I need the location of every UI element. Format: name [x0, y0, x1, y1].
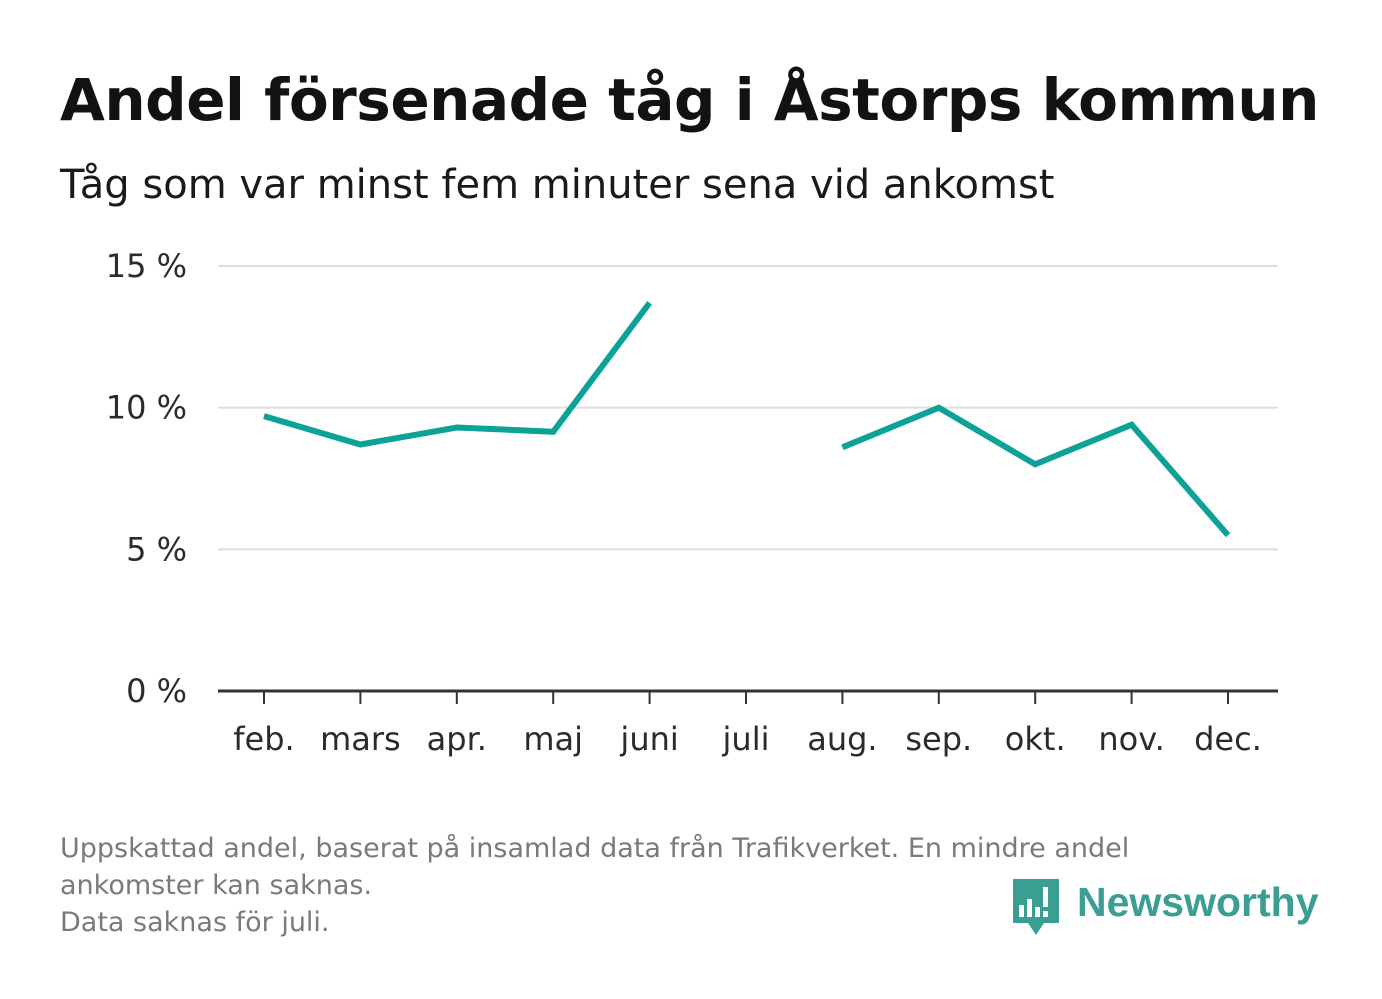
x-tick-label: sep. [905, 720, 972, 758]
bar-chart-speech-bubble-icon [1013, 879, 1059, 935]
brand-name: Newsworthy [1077, 879, 1319, 925]
series-line [841, 404, 1231, 538]
x-tick-label: dec. [1194, 720, 1262, 758]
x-tick-label: aug. [807, 720, 877, 758]
x-tick-label: nov. [1098, 720, 1164, 758]
footnote-line: ankomster kan saknas. [60, 870, 373, 901]
brand-logo: Newsworthy [1011, 877, 1319, 939]
chart-subtitle: Tåg som var minst fem minuter sena vid a… [60, 162, 1055, 208]
x-tick-label: mars [320, 720, 401, 758]
y-tick-label: 0 % [126, 672, 187, 710]
chart-title: Andel försenade tåg i Åstorps kommun [60, 66, 1319, 134]
footnote-line: Uppskattad andel, baserat på insamlad da… [60, 833, 1130, 864]
x-tick-label: apr. [427, 720, 487, 758]
x-tick-label: feb. [233, 720, 294, 758]
y-tick-label: 5 % [126, 530, 187, 568]
x-tick-label: juni [619, 720, 678, 758]
footnote: Uppskattad andel, baserat på insamlad da… [60, 830, 1320, 941]
series-line [263, 301, 653, 448]
x-tick-label: maj [523, 720, 583, 758]
y-tick-label: 10 % [106, 389, 187, 427]
x-tick-label: okt. [1005, 720, 1066, 758]
x-tick-label: juli [722, 720, 770, 758]
footnote-line: Data saknas för juli. [60, 907, 330, 938]
y-tick-label: 15 % [106, 247, 187, 285]
